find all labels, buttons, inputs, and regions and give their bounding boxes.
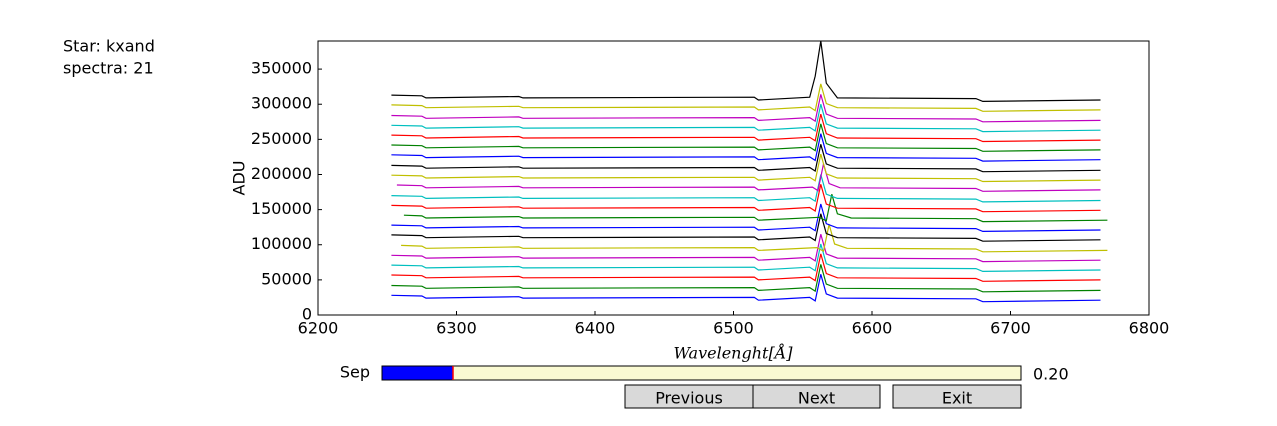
spectrum-line xyxy=(391,113,1101,143)
button[interactable] xyxy=(752,384,881,409)
y-tick-label: 50000 xyxy=(261,269,312,288)
x-tick-label: 6400 xyxy=(575,319,616,338)
spectrum-line xyxy=(391,253,1101,282)
spectrum-line xyxy=(391,184,1101,213)
x-tick-label: 6300 xyxy=(436,319,477,338)
x-tick-label: 6500 xyxy=(713,319,754,338)
spectrum-line xyxy=(391,234,1101,263)
button[interactable] xyxy=(892,384,1022,409)
spectrum-line xyxy=(401,224,1108,253)
x-tick-label: 6600 xyxy=(852,319,893,338)
x-tick-label: 6700 xyxy=(990,319,1031,338)
spectra-count: spectra: 21 xyxy=(63,59,154,78)
x-axis-label: Wavelenght[Å] xyxy=(673,343,793,363)
spectrum-line xyxy=(391,213,1101,242)
x-tick-label: 6200 xyxy=(298,319,339,338)
spectrum-line xyxy=(396,163,1101,192)
y-tick-label: 350000 xyxy=(251,59,312,78)
spectrum-line xyxy=(391,243,1101,273)
spectrum-line xyxy=(391,94,1101,123)
y-axis-label: ADU xyxy=(230,161,249,196)
spectrum-line xyxy=(391,174,1101,203)
slider-label: Sep xyxy=(340,363,370,382)
y-tick-label: 100000 xyxy=(251,234,312,253)
spectrum-line xyxy=(403,194,1108,223)
spectrum-line xyxy=(391,274,1101,303)
y-tick-label: 250000 xyxy=(251,129,312,148)
y-tick-label: 0 xyxy=(302,305,312,324)
spectrum-line xyxy=(391,40,1101,103)
spectrum-line xyxy=(391,133,1101,162)
y-tick-label: 200000 xyxy=(251,164,312,183)
spectrum-line xyxy=(391,123,1101,152)
button-label: Previous xyxy=(655,389,723,408)
star-label: Star: kxand xyxy=(63,37,155,56)
spectrum-line xyxy=(391,153,1101,183)
spectrum-line xyxy=(391,83,1101,112)
spectrum-line xyxy=(391,203,1101,233)
y-tick-label: 300000 xyxy=(251,94,312,113)
button-label: Exit xyxy=(942,389,972,408)
spectrum-line xyxy=(391,104,1101,133)
slider-value: 0.20 xyxy=(1033,365,1069,384)
spectrum-line xyxy=(391,144,1101,173)
x-tick-label: 6800 xyxy=(1129,319,1170,338)
y-tick-label: 150000 xyxy=(251,199,312,218)
slider-track[interactable] xyxy=(381,365,1022,381)
spectrum-line xyxy=(391,264,1101,293)
slider-fill xyxy=(381,365,454,381)
button-label: Next xyxy=(798,389,835,408)
